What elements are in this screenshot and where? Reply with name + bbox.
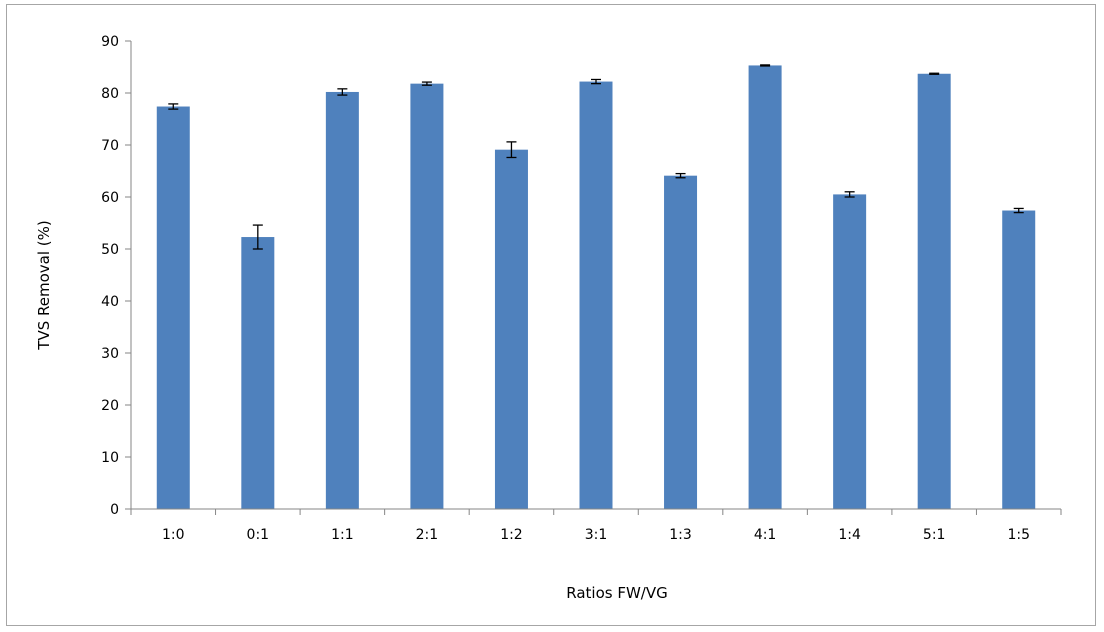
error-bar-2:1 [421, 81, 432, 86]
bar-3:1 [579, 81, 613, 509]
chart-frame: 0 10 20 30 40 50 60 70 80 90 1:0 0:1 1:1 2:1 1:2 3:1 1:… [6, 4, 1096, 626]
x-axis-title: Ratios FW/VG [566, 584, 668, 602]
bar-0:1 [241, 237, 275, 510]
bar-1:0 [156, 106, 190, 510]
x-tick-label: 1:0 [162, 527, 185, 543]
error-bars [168, 64, 1024, 250]
x-tick-label: 0:1 [247, 527, 270, 543]
x-tick-label: 3:1 [585, 527, 608, 543]
y-tick-label: 20 [101, 398, 119, 414]
bar-4:1 [748, 65, 782, 509]
bar-1:1 [325, 91, 359, 510]
error-bar-1:1 [337, 88, 348, 96]
error-bar-1:5 [1013, 207, 1024, 214]
y-tick-label: 60 [101, 190, 119, 206]
y-axis-ticks: 0 10 20 30 40 50 60 70 80 90 [101, 34, 131, 518]
y-axis-title: TVS Removal (%) [35, 220, 53, 350]
x-tick-label: 1:1 [331, 527, 354, 543]
y-tick-label: 70 [101, 138, 119, 154]
y-tick-label: 90 [101, 34, 119, 50]
x-tick-label: 4:1 [754, 527, 777, 543]
bar-2:1 [410, 83, 444, 509]
bar-1:2 [494, 149, 528, 509]
error-bar-4:1 [760, 64, 771, 67]
x-tick-label: 1:3 [669, 527, 692, 543]
y-tick-label: 0 [110, 502, 119, 518]
error-bar-3:1 [591, 78, 601, 85]
y-tick-label: 30 [101, 346, 119, 362]
bar-5:1 [917, 73, 951, 509]
x-tick-label: 5:1 [923, 527, 946, 543]
error-bar-1:4 [844, 191, 855, 198]
x-tick-label: 1:2 [500, 527, 523, 543]
error-bar-1:3 [675, 172, 686, 179]
error-bar-0:1 [252, 224, 263, 250]
x-tick-label: 2:1 [416, 527, 439, 543]
x-tick-label: 1:5 [1007, 527, 1030, 543]
y-tick-label: 50 [101, 242, 119, 258]
error-bar-5:1 [929, 72, 940, 75]
bars [156, 65, 1036, 510]
x-axis-ticks: 1:0 0:1 1:1 2:1 1:2 3:1 1:3 4:1 1:4 5:1 1:5 [130, 509, 1062, 543]
bar-1:4 [833, 194, 867, 509]
x-tick-label: 1:4 [838, 527, 861, 543]
bar-1:5 [1002, 210, 1036, 509]
error-bar-1:0 [168, 103, 179, 110]
error-bar-1:2 [506, 141, 517, 159]
y-tick-label: 40 [101, 294, 119, 310]
y-tick-label: 80 [101, 86, 119, 102]
y-tick-label: 10 [101, 450, 119, 466]
bar-1:3 [664, 175, 698, 509]
